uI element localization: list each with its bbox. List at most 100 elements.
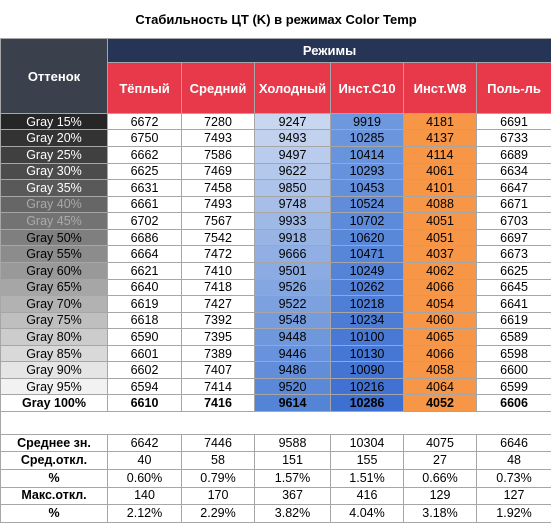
spacer	[0, 411, 551, 435]
summary-cell: 6646	[475, 433, 551, 453]
summary-cell: 0.73%	[475, 468, 551, 488]
column-header: Тёплый	[107, 62, 182, 114]
data-row: Gray 85% 6601 7389 9446 10130 4066 6598	[0, 344, 551, 363]
summary-cell: 367	[254, 486, 331, 506]
row-label: Gray 80%	[0, 328, 108, 346]
cell: 7395	[181, 328, 255, 346]
summary-label: Макс.откл.	[0, 486, 108, 506]
summary-cell: 0.79%	[181, 468, 255, 488]
cell: 9526	[254, 278, 331, 297]
column-header: Инст.W8	[403, 62, 477, 114]
row-label: Gray 40%	[0, 195, 108, 214]
summary-cell: 416	[330, 486, 404, 506]
cell: 6691	[475, 112, 551, 131]
cell: 4037	[403, 245, 477, 263]
cell: 10285	[330, 129, 404, 147]
summary-cell: 7446	[181, 433, 255, 453]
data-row: Gray 50% 6686 7542 9918 10620 4051 6697	[0, 228, 551, 247]
cell: 10216	[330, 377, 404, 396]
summary-cell: 1.51%	[330, 468, 404, 488]
summary-cell: 2.29%	[181, 504, 255, 523]
column-header: Холодный	[254, 62, 331, 114]
cell: 6590	[107, 328, 182, 346]
row-label: Gray 35%	[0, 179, 108, 197]
cell: 9486	[254, 361, 331, 379]
data-row: Gray 45% 6702 7567 9933 10702 4051 6703	[0, 212, 551, 230]
row-label: Gray 90%	[0, 361, 108, 379]
cell: 10130	[330, 344, 404, 363]
cell: 6647	[475, 179, 551, 197]
cell: 6589	[475, 328, 551, 346]
cell: 4066	[403, 278, 477, 297]
cell: 10453	[330, 179, 404, 197]
summary-cell: 9588	[254, 433, 331, 453]
cell: 7418	[181, 278, 255, 297]
summary-row: Макс.откл. 140 170 367 416 129 127	[0, 486, 551, 506]
summary-row: Среднее зн. 6642 7446 9588 10304 4075 6646	[0, 433, 551, 453]
cell: 9919	[330, 112, 404, 131]
cell: 6689	[475, 146, 551, 164]
group-row: Оттенок Режимы	[0, 38, 551, 114]
cell: 6733	[475, 129, 551, 147]
cell: 10286	[330, 394, 404, 412]
cell: 7458	[181, 179, 255, 197]
row-label: Gray 45%	[0, 212, 108, 230]
summary-label: Среднее зн.	[0, 433, 108, 453]
cell: 9850	[254, 179, 331, 197]
cell: 9933	[254, 212, 331, 230]
row-label: Gray 25%	[0, 146, 108, 164]
data-row: Gray 35% 6631 7458 9850 10453 4101 6647	[0, 179, 551, 197]
cell: 6606	[475, 394, 551, 412]
cell: 4051	[403, 228, 477, 247]
cell: 10100	[330, 328, 404, 346]
data-row: Gray 30% 6625 7469 9622 10293 4061 6634	[0, 162, 551, 181]
cell: 6645	[475, 278, 551, 297]
summary-cell: 140	[107, 486, 182, 506]
cell: 4137	[403, 129, 477, 147]
data-row: Gray 40% 6661 7493 9748 10524 4088 6671	[0, 195, 551, 214]
summary-cell: 10304	[330, 433, 404, 453]
cell: 7427	[181, 295, 255, 313]
cell: 7493	[181, 129, 255, 147]
cell: 6610	[107, 394, 182, 412]
cell: 6625	[107, 162, 182, 181]
cell: 9497	[254, 146, 331, 164]
cell: 6641	[475, 295, 551, 313]
row-label: Gray 50%	[0, 228, 108, 247]
cell: 4051	[403, 212, 477, 230]
cell: 4065	[403, 328, 477, 346]
cell: 4066	[403, 344, 477, 363]
data-row: Gray 60% 6621 7410 9501 10249 4062 6625	[0, 261, 551, 280]
cell: 4060	[403, 311, 477, 330]
cell: 6602	[107, 361, 182, 379]
corner-header: Оттенок	[0, 38, 108, 114]
cell: 10262	[330, 278, 404, 297]
cell: 6600	[475, 361, 551, 379]
cell: 9520	[254, 377, 331, 396]
row-label: Gray 70%	[0, 295, 108, 313]
summary-cell: 3.18%	[403, 504, 477, 523]
cell: 6598	[475, 344, 551, 363]
summary-row: % 0.60% 0.79% 1.57% 1.51% 0.66% 0.73%	[0, 468, 551, 488]
data-row: Gray 75% 6618 7392 9548 10234 4060 6619	[0, 311, 551, 330]
cell: 7280	[181, 112, 255, 131]
cell: 10620	[330, 228, 404, 247]
cell: 6664	[107, 245, 182, 263]
cell: 6619	[107, 295, 182, 313]
cell: 10249	[330, 261, 404, 280]
summary-cell: 151	[254, 451, 331, 470]
row-label: Gray 95%	[0, 377, 108, 396]
cell: 9622	[254, 162, 331, 181]
cell: 6672	[107, 112, 182, 131]
cell: 10234	[330, 311, 404, 330]
summary-cell: 0.60%	[107, 468, 182, 488]
summary-cell: 48	[475, 451, 551, 470]
cell: 10524	[330, 195, 404, 214]
summary-label: %	[0, 504, 108, 523]
cell: 9501	[254, 261, 331, 280]
data-row: Gray 95% 6594 7414 9520 10216 4064 6599	[0, 377, 551, 396]
row-label: Gray 55%	[0, 245, 108, 263]
cell: 4054	[403, 295, 477, 313]
cell: 9247	[254, 112, 331, 131]
